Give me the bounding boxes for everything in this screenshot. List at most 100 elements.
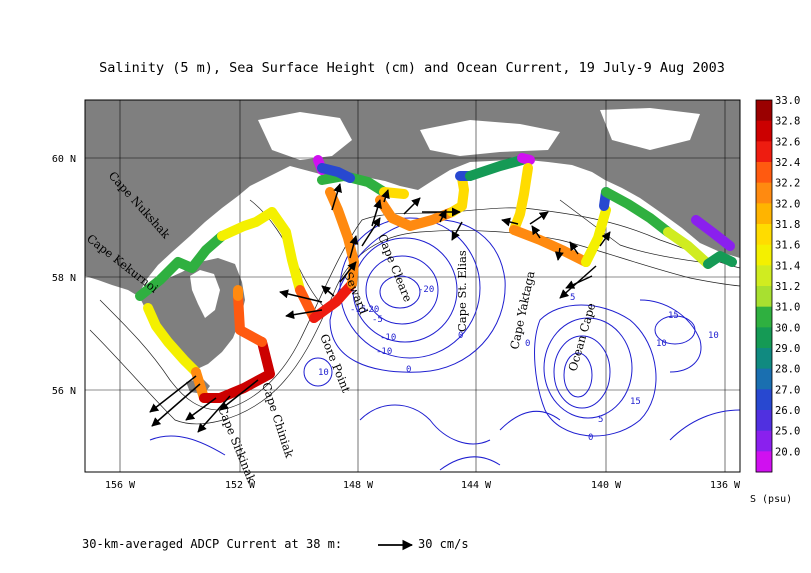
colorbar-swatch bbox=[756, 265, 772, 287]
y-tick-label: 58 N bbox=[52, 273, 76, 284]
salinity-tracks bbox=[135, 153, 737, 403]
ssh-label: -20 bbox=[363, 305, 379, 315]
colorbar-tick-label: 28.0 bbox=[775, 364, 800, 376]
current-arrow bbox=[339, 261, 357, 283]
colorbar-swatches bbox=[755, 99, 773, 473]
colorbar-tick-label: 31.2 bbox=[775, 281, 800, 293]
salinity-track-segment bbox=[143, 303, 201, 377]
y-tick-label: 60 N bbox=[52, 154, 76, 165]
salinity-track-segment bbox=[217, 207, 277, 241]
colorbar-unit-label: S (psu) bbox=[750, 494, 792, 505]
ssh-label: 15 bbox=[630, 397, 641, 407]
salinity-track-segment bbox=[309, 279, 357, 323]
x-tick-label: 156 W bbox=[105, 480, 136, 491]
ssh-label: 0 bbox=[525, 339, 530, 349]
colorbar-swatch bbox=[756, 203, 772, 225]
current-arrow bbox=[554, 247, 564, 261]
ssh-label: 0 bbox=[406, 365, 411, 375]
y-tick-label: 56 N bbox=[52, 386, 76, 397]
colorbar-tick-label: 31.4 bbox=[775, 260, 800, 272]
map-panel: -5 -10 -15 -20 -20 -10 10 0 0 0 5 15 10 … bbox=[84, 99, 741, 473]
x-tick-label: 148 W bbox=[343, 480, 374, 491]
current-arrow bbox=[531, 225, 541, 239]
chugach-icefields bbox=[420, 120, 560, 156]
ssh-label: 10 bbox=[318, 368, 329, 378]
kodiak-island bbox=[140, 258, 245, 370]
colorbar-tick-label: 25.0 bbox=[775, 426, 800, 438]
current-vectors bbox=[149, 183, 611, 433]
colorbar-swatch bbox=[756, 224, 772, 246]
salinity-track-segment bbox=[465, 155, 527, 181]
colorbar-swatch bbox=[756, 348, 772, 370]
alaska-mainland bbox=[85, 100, 740, 296]
colorbar-tick-label: 30.0 bbox=[775, 322, 800, 334]
salinity-track-segment bbox=[601, 187, 673, 237]
ssh-label: 5 bbox=[570, 293, 575, 303]
colorbar-swatch bbox=[756, 244, 772, 266]
salinity-track-segment bbox=[199, 337, 275, 403]
ssh-label: -10 bbox=[380, 333, 396, 343]
x-tick-label: 152 W bbox=[225, 480, 256, 491]
ssh-label: 10 bbox=[656, 339, 667, 349]
current-arrow bbox=[403, 197, 421, 215]
colorbar-swatch bbox=[756, 120, 772, 142]
ssh-label: -5 bbox=[372, 315, 383, 325]
salinity-track-segment bbox=[267, 207, 305, 295]
current-arrow bbox=[361, 217, 381, 247]
current-arrow bbox=[565, 275, 593, 289]
salinity-track-segment bbox=[703, 251, 737, 269]
colorbar-tick-label: 32.6 bbox=[775, 136, 800, 148]
kenai-icefields bbox=[258, 112, 352, 160]
colorbar-tick-label: 32.4 bbox=[775, 157, 800, 169]
st-elias-icefields bbox=[600, 108, 700, 150]
ssh-label: -10 bbox=[376, 347, 392, 357]
current-scale-footer: 30-km-averaged ADCP Current at 38 m: 30 … bbox=[82, 537, 469, 551]
salinity-track-segment bbox=[517, 153, 535, 165]
current-arrow bbox=[279, 289, 323, 303]
colorbar-swatch bbox=[756, 182, 772, 204]
current-arrow bbox=[219, 379, 259, 411]
current-arrow bbox=[349, 235, 359, 259]
current-arrow bbox=[438, 209, 447, 223]
current-arrow bbox=[371, 199, 382, 227]
colorbar-frame bbox=[755, 99, 773, 473]
x-axis: 156 W 152 W 148 W 144 W 140 W 136 W bbox=[105, 480, 741, 491]
salinity-track-segment bbox=[691, 215, 735, 251]
current-arrow bbox=[569, 241, 579, 255]
map-frame bbox=[84, 99, 741, 473]
colorbar-swatch bbox=[756, 389, 772, 411]
ssh-contour-labels: -5 -10 -15 -20 -20 -10 10 0 0 0 5 15 10 … bbox=[318, 285, 719, 443]
x-tick-label: 136 W bbox=[710, 480, 741, 491]
colorbar-swatch bbox=[756, 327, 772, 349]
colorbar-labels: 33.0 32.8 32.6 32.4 32.2 32.0 31.8 31.6 31.4 31.2… bbox=[775, 95, 800, 458]
x-tick-label: 140 W bbox=[591, 480, 622, 491]
colorbar-tick-label: 31.6 bbox=[775, 240, 800, 252]
current-arrow bbox=[451, 221, 463, 241]
place-label-cape-st-elias: Cape St. Elias bbox=[455, 250, 469, 332]
colorbar-tick-label: 31.0 bbox=[775, 302, 800, 314]
colorbar-swatch bbox=[756, 368, 772, 390]
colorbar-swatch bbox=[756, 451, 772, 473]
salinity-track-segment bbox=[509, 163, 533, 235]
current-arrow bbox=[185, 397, 217, 421]
colorbar-swatch bbox=[756, 410, 772, 432]
current-arrow bbox=[321, 285, 335, 297]
salinity-colorbar: 33.0 32.8 32.6 32.4 32.2 32.0 31.8 31.6 31.4 31.2… bbox=[750, 95, 800, 505]
salinity-track-segment bbox=[317, 163, 355, 183]
current-arrow bbox=[529, 211, 549, 225]
ssh-label: 0 bbox=[458, 331, 463, 341]
colorbar-tick-label: 26.0 bbox=[775, 405, 800, 417]
colorbar-tick-label: 29.0 bbox=[775, 343, 800, 355]
salinity-track-segment bbox=[663, 227, 713, 269]
current-arrow bbox=[149, 375, 197, 413]
ssh-label: -20 bbox=[418, 285, 434, 295]
map-title: Salinity (5 m), Sea Surface Height (cm) … bbox=[99, 60, 725, 76]
current-arrow bbox=[599, 231, 611, 247]
colorbar-tick-label: 33.0 bbox=[775, 95, 800, 107]
colorbar-tick-label: 20.0 bbox=[775, 446, 800, 458]
colorbar-tick-label: 27.0 bbox=[775, 384, 800, 396]
current-scale-value: 30 cm/s bbox=[418, 537, 469, 551]
salinity-track-segment bbox=[295, 285, 319, 323]
current-arrow bbox=[151, 383, 201, 427]
